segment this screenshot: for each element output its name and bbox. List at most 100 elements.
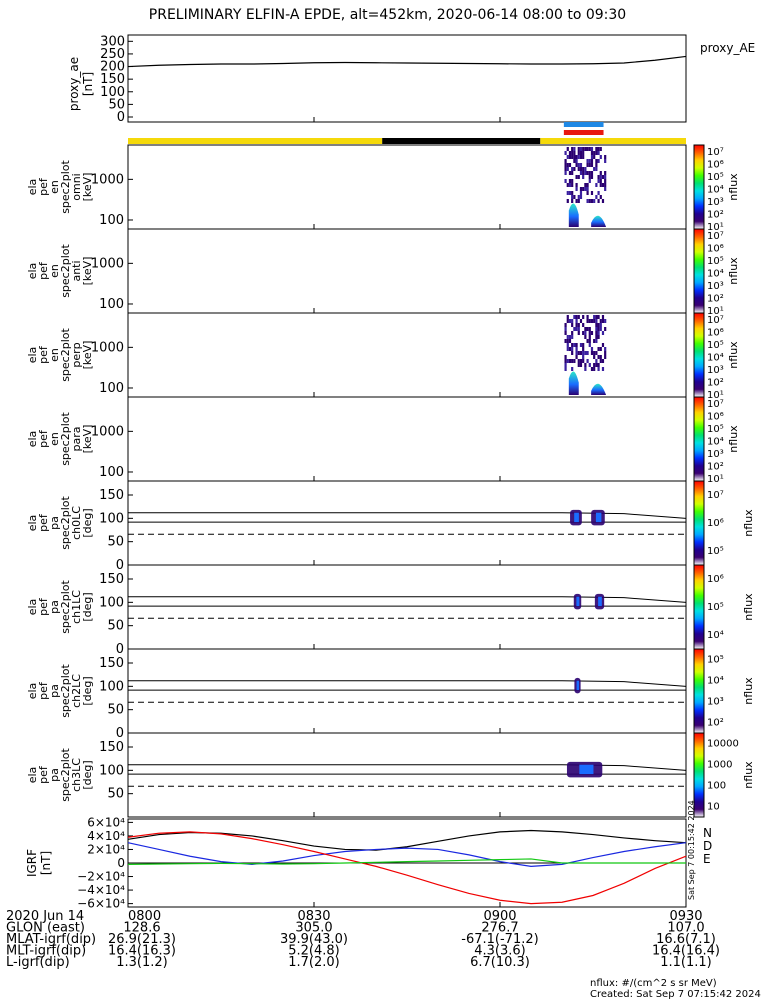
- annotation-value: 1.1(1.1): [660, 955, 712, 970]
- spectrum-pixel: [575, 199, 578, 203]
- loss-cone-upper-line: [128, 680, 687, 687]
- spectrum-pixel: [582, 147, 585, 151]
- spectrum-pixel: [571, 167, 574, 171]
- colorbar-tick-label: 10⁶: [707, 327, 724, 338]
- spectrum-pixel: [577, 151, 580, 155]
- spectrum-pixel: [566, 183, 569, 187]
- spectrum-pixel: [604, 355, 607, 359]
- spectrum-pixel: [566, 163, 569, 167]
- ylabel-line: pef: [37, 681, 50, 700]
- spectrum-pixel: [595, 359, 598, 363]
- spectrum-pixel: [586, 199, 589, 203]
- ylabel-line: pef: [37, 597, 50, 616]
- spectrum-pixel: [579, 195, 583, 199]
- spectrum-pixel: [571, 151, 574, 155]
- spectrum-pixel: [588, 159, 591, 163]
- spectrum-pixel: [577, 199, 580, 203]
- spectrum-pixel: [599, 195, 602, 199]
- spectrum-pixel: [586, 171, 589, 175]
- spectrum-pixel: [577, 331, 580, 335]
- spectrum-pixel: [566, 191, 569, 195]
- spectrum-pixel: [577, 175, 580, 179]
- spectrum-pixel: [582, 323, 585, 327]
- spectrum-pixel: [564, 339, 567, 343]
- spectrum-pixel: [573, 343, 576, 347]
- spectrum-pixel: [599, 179, 602, 183]
- spectrum-pixel: [566, 147, 569, 151]
- proxy-ae-legend: proxy_AE: [700, 41, 755, 55]
- igrf-series-D: [127, 842, 687, 867]
- spectrum-pixel: [604, 187, 607, 191]
- spectrum-pixel: [582, 343, 585, 347]
- ylabel-line: ela: [26, 599, 39, 616]
- spectrum-pixel: [571, 367, 574, 371]
- spectrum-pixel: [597, 363, 600, 367]
- x-tick-label: 0900: [483, 909, 516, 924]
- y-tick-label: 0: [117, 856, 125, 870]
- colorbar-tick-label: 10³: [707, 281, 724, 292]
- spectrum-pixel: [564, 331, 567, 335]
- spectrum-pixel: [586, 339, 589, 343]
- spectrum-pixel: [579, 319, 583, 323]
- spectrum-pixel: [579, 359, 583, 363]
- ylabel-line: ela: [26, 767, 39, 784]
- spectrum-pixel: [588, 319, 591, 323]
- spectrum-pixel: [573, 195, 576, 199]
- spectrum-pixel: [604, 155, 607, 159]
- spectrum-pixel: [597, 331, 600, 335]
- ylabel-line: en: [48, 264, 61, 278]
- ylabel-line: [keV]: [81, 173, 94, 202]
- spectrum-pixel: [564, 367, 567, 371]
- spectrum-pixel: [582, 351, 585, 355]
- spectrum-pixel: [588, 335, 591, 339]
- spectrum-pixel: [575, 319, 578, 323]
- spectrum-pixel: [564, 359, 567, 363]
- spectrum-pixel: [601, 175, 605, 179]
- y-tick-label: 0: [116, 726, 124, 741]
- colorbar: [693, 312, 705, 398]
- spectrum-pixel: [601, 359, 605, 363]
- annotation-value: -67.1(-71.2): [461, 932, 538, 947]
- spectrum-pixel: [575, 159, 578, 163]
- spectrum-pixel: [601, 331, 605, 335]
- spectrum-feature: [591, 215, 607, 227]
- spectrum-pixel: [590, 351, 594, 355]
- colorbar-label: nflux: [742, 761, 755, 789]
- spectrum-pixel: [564, 179, 567, 183]
- colorbar-tick-label: 10⁷: [707, 147, 724, 158]
- y-tick-label: 100: [99, 511, 124, 526]
- proxy-ae-line: [127, 55, 687, 68]
- spectrum-pixel: [571, 179, 574, 183]
- spectrum-pixel: [593, 363, 596, 367]
- annotation-row-label: MLAT-igrf(dip): [6, 932, 96, 947]
- ylabel-line: spec2plot: [59, 328, 72, 382]
- spectrum-pixel: [595, 183, 598, 187]
- y-tick-label: 100: [99, 213, 124, 228]
- y-tick-label: 100: [99, 595, 124, 610]
- colorbar-tick-label: 10⁴: [707, 185, 724, 196]
- spectrum-pixel: [568, 151, 572, 155]
- spectrum-pixel: [590, 163, 594, 167]
- spectrum-pixel: [588, 343, 591, 347]
- colorbar-tick-label: 10²: [707, 378, 724, 389]
- spectrum-pixel: [566, 315, 569, 319]
- spectrum-feature: [568, 203, 579, 227]
- spectrum-pixel: [571, 195, 574, 199]
- footer-units: nflux: #/(cm^2 s sr MeV): [590, 978, 717, 989]
- ylabel-line: pef: [37, 261, 50, 280]
- spectrum-pixel: [593, 319, 596, 323]
- spectrum-pixel: [579, 155, 583, 159]
- y-tick-label: 50: [107, 619, 124, 634]
- spectrum-pixel: [571, 155, 574, 159]
- spectrum-pixel: [595, 151, 598, 155]
- spectrum-pixel: [579, 191, 583, 195]
- spectrum-pixel: [584, 183, 587, 187]
- spectrum-pixel: [579, 343, 583, 347]
- spectrum-pixel: [577, 155, 580, 159]
- colorbar: [693, 732, 705, 818]
- annotation-value: 16.4(16.3): [108, 944, 176, 959]
- science-zone-red: [563, 130, 604, 135]
- spectrum-pixel: [571, 191, 574, 195]
- colorbar-tick-label: 10⁶: [707, 159, 724, 170]
